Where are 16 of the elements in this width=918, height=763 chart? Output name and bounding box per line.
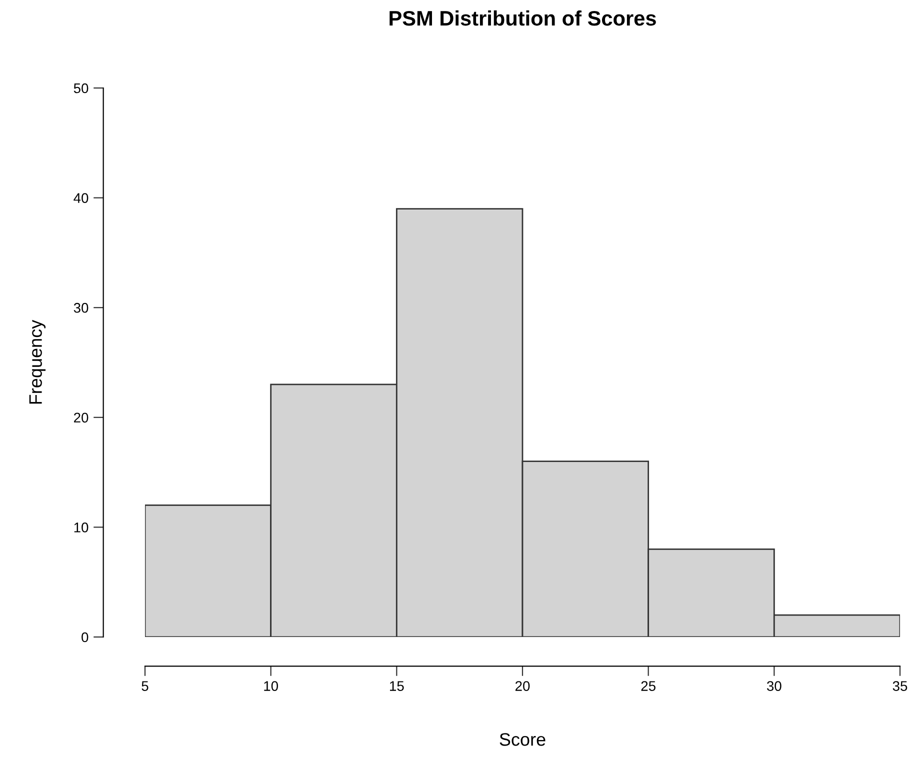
chart-title: PSM Distribution of Scores xyxy=(390,10,656,26)
y-tick-label: 20 xyxy=(74,412,88,423)
x-tick-label: 35 xyxy=(892,681,908,691)
y-tick-label: 30 xyxy=(74,302,88,313)
y-tick-label: 0 xyxy=(82,632,88,642)
y-tick-label: 40 xyxy=(74,193,88,203)
x-tick-label: 30 xyxy=(766,681,782,691)
x-tick-label: 20 xyxy=(515,681,530,691)
y-tick-label: 10 xyxy=(74,522,88,532)
x-tick-label: 5 xyxy=(142,681,148,691)
x-axis-title: Score xyxy=(500,733,546,746)
y-tick-label: 50 xyxy=(74,83,88,94)
x-tick-label: 25 xyxy=(641,681,656,691)
x-tick-label: 15 xyxy=(390,681,404,691)
y-axis-title: Frequency xyxy=(29,320,46,404)
x-tick-label: 10 xyxy=(264,681,278,691)
